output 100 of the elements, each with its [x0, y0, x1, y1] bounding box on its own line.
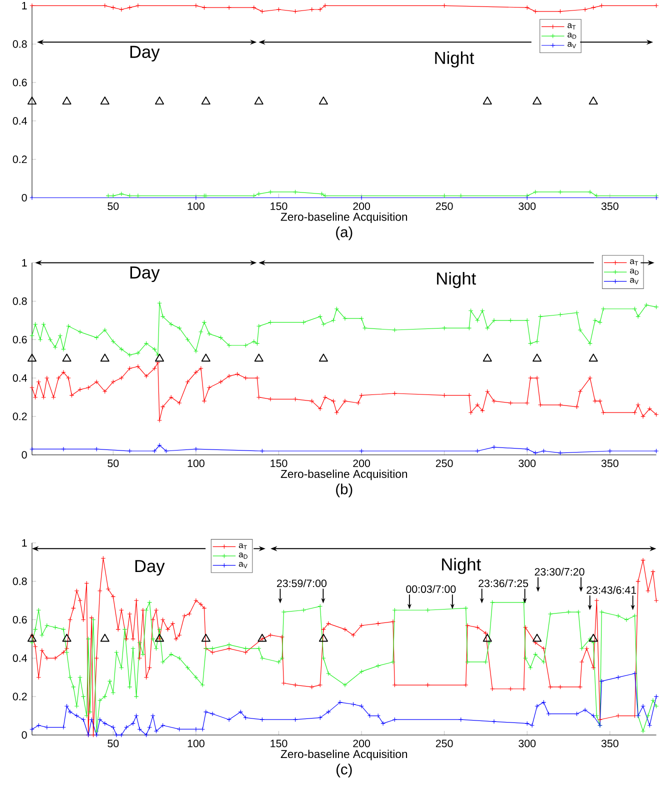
point [193, 3, 198, 8]
legend-label: a$_{D}$ [238, 552, 248, 559]
point [201, 354, 210, 362]
y-tick-label: 0.4 [12, 374, 27, 382]
x-tick-label: 150 [270, 460, 288, 468]
point [268, 190, 273, 194]
point [154, 96, 164, 105]
x-tick-label: 100 [188, 740, 204, 748]
point [118, 191, 124, 196]
point [193, 446, 198, 452]
x-tick-label: 200 [353, 460, 370, 468]
x-tick-label: 300 [518, 202, 536, 210]
legend-label: a$_{V}$ [630, 278, 638, 284]
point [127, 193, 132, 198]
text: (c) [336, 764, 352, 778]
point [60, 446, 66, 452]
y-tick-label: 0.8 [12, 297, 27, 305]
point [599, 3, 604, 8]
point [318, 354, 328, 362]
point [135, 3, 140, 8]
legend-label: a$_{D}$ [630, 268, 638, 275]
x-tick-label: 150 [270, 740, 288, 748]
point [127, 448, 132, 454]
y-tick-label: 1 [22, 2, 27, 10]
point [254, 96, 264, 105]
point [156, 442, 162, 448]
annotation: Night [435, 51, 474, 68]
y-tick-label: 0.8 [12, 40, 27, 48]
point [558, 450, 563, 456]
point [358, 448, 364, 454]
x-tick-label: 200 [353, 202, 370, 210]
legend-label: a$_{D}$ [567, 32, 576, 39]
x-tick-label: 50 [107, 202, 119, 210]
point [588, 190, 592, 194]
point [254, 354, 264, 362]
x-axis-title: Zero-baseline Acquisition [280, 470, 407, 480]
point [102, 3, 108, 8]
y-tick-label: 0 [22, 731, 27, 739]
y-tick-label: 0.6 [12, 336, 27, 344]
annotation: Day [130, 46, 160, 62]
x-tick-label: 50 [107, 740, 119, 748]
x-axis-title: Zero-baseline Acquisition [280, 212, 407, 224]
annotation: 23:30/7:20 [534, 568, 584, 576]
y-tick-label: 1 [22, 259, 27, 266]
x-tick-label: 150 [270, 202, 288, 210]
point [309, 7, 314, 12]
point [135, 193, 140, 198]
y-tick-label: 0.6 [12, 616, 27, 624]
point [558, 190, 563, 194]
y-tick-label: 0.2 [12, 156, 27, 164]
point [541, 448, 546, 454]
point [276, 7, 282, 12]
point [491, 444, 496, 450]
x-tick-label: 200 [353, 740, 370, 748]
point [201, 96, 210, 105]
text: (a) [336, 226, 352, 240]
x-tick-label: 250 [436, 740, 453, 748]
point [442, 3, 447, 8]
point [607, 448, 612, 454]
point [100, 96, 110, 105]
x-tick-label: 250 [436, 460, 453, 468]
point [588, 96, 598, 105]
x-axis-title: Zero-baseline Acquisition [280, 750, 407, 760]
point [62, 354, 72, 362]
point [251, 5, 256, 10]
point [154, 354, 164, 362]
point [318, 7, 322, 12]
point [100, 354, 110, 362]
point [532, 96, 542, 105]
point [292, 190, 298, 194]
point [524, 5, 530, 10]
point [127, 5, 132, 10]
point [118, 7, 124, 12]
point [532, 190, 538, 194]
point [582, 7, 588, 12]
point [532, 450, 538, 456]
y-tick-label: 0 [22, 451, 27, 459]
text: (b) [336, 484, 352, 498]
y-tick-label: 0.6 [12, 78, 27, 86]
point [260, 448, 264, 454]
point [588, 354, 598, 362]
point [318, 96, 328, 105]
point [110, 193, 116, 198]
point [532, 354, 542, 362]
x-tick-label: 100 [188, 460, 204, 468]
x-tick-label: 300 [518, 740, 536, 748]
point [202, 5, 206, 10]
point [226, 5, 232, 10]
x-tick-label: 250 [436, 202, 453, 210]
annotation: 23:43/6:41 [586, 586, 636, 594]
legend-label: a$_{T}$ [238, 543, 247, 550]
annotation: Night [436, 272, 476, 288]
point [27, 96, 36, 105]
legend-label: a$_{T}$ [567, 23, 576, 30]
x-tick-label: 350 [601, 202, 618, 210]
x-tick-label: 50 [107, 460, 119, 468]
y-tick-label: 0 [22, 194, 27, 202]
x-tick-label: 100 [188, 202, 204, 210]
point [474, 448, 480, 454]
annotation: Day [135, 560, 165, 576]
